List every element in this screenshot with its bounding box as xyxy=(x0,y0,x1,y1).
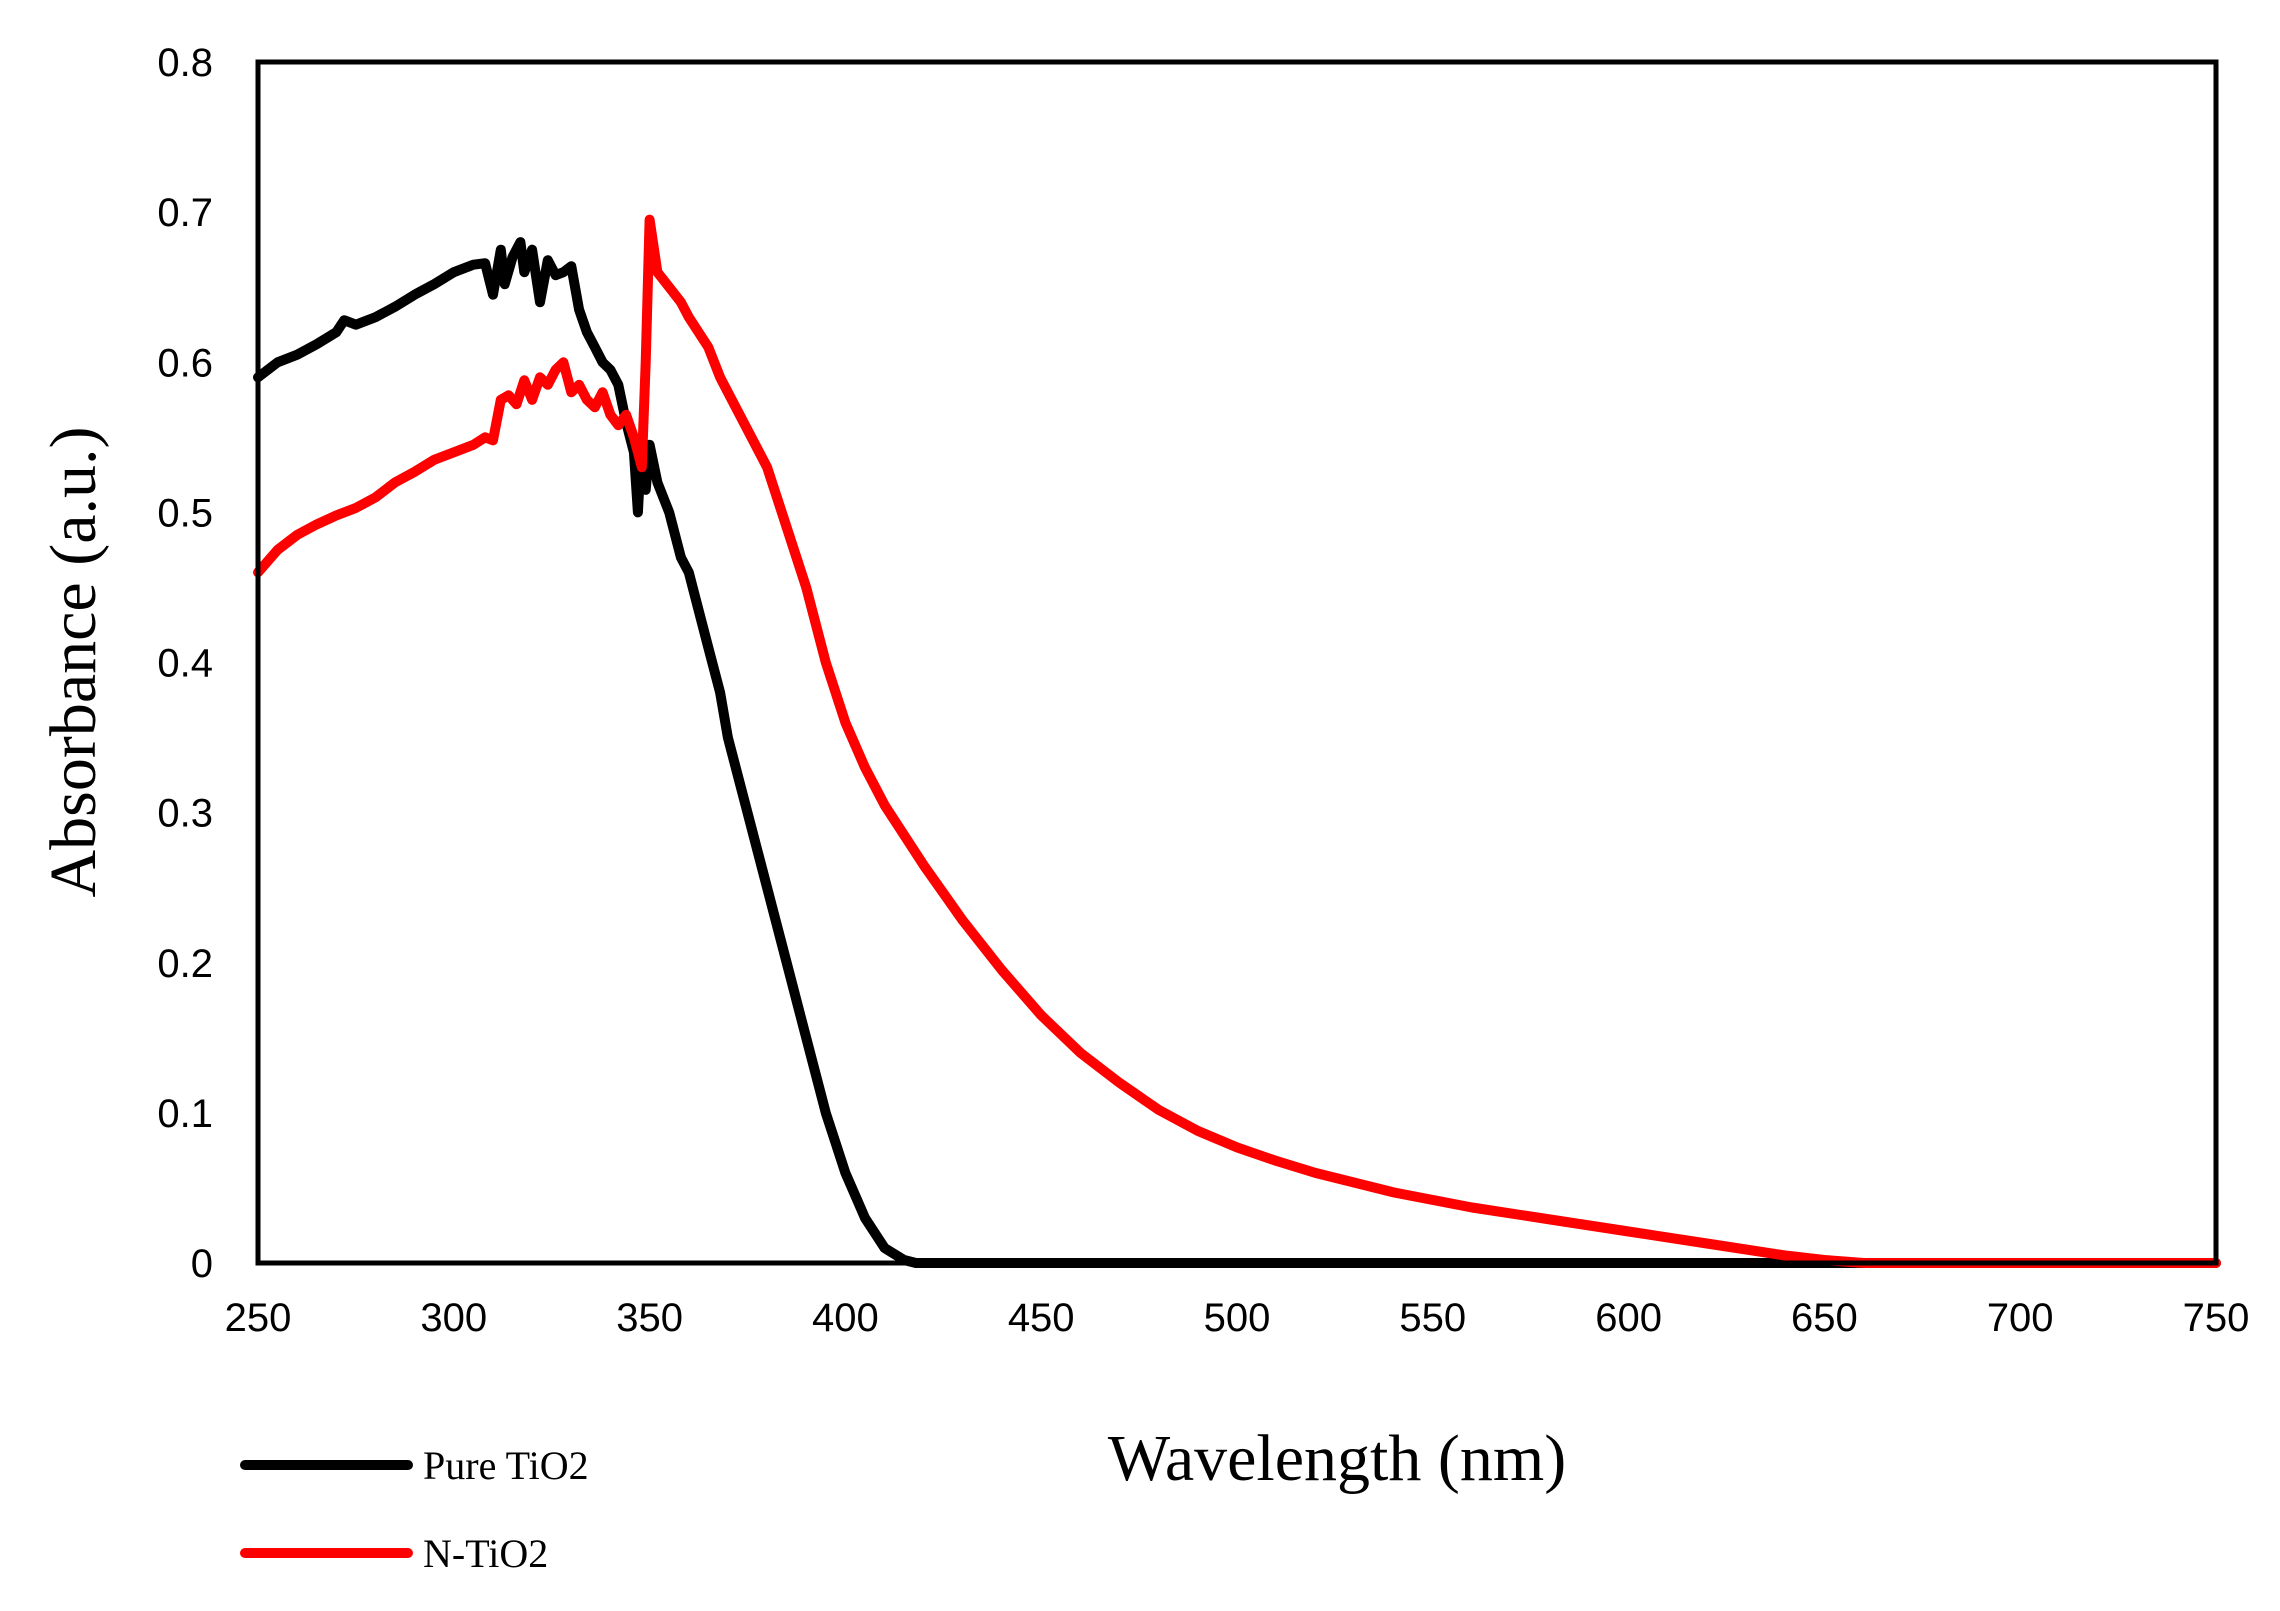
legend-label: Pure TiO2 xyxy=(423,1443,589,1488)
x-tick-label: 250 xyxy=(225,1296,292,1340)
y-tick-label: 0.4 xyxy=(157,642,213,686)
x-tick-label: 600 xyxy=(1595,1296,1662,1340)
x-tick-label: 400 xyxy=(812,1296,879,1340)
plot-frame xyxy=(255,59,2219,1266)
x-tick-label: 350 xyxy=(616,1296,683,1340)
x-tick-label: 650 xyxy=(1791,1296,1858,1340)
y-tick-labels: 0 0.1 0.2 0.3 0.4 0.5 0.6 0.7 0.8 xyxy=(157,41,213,1286)
x-tick-label: 700 xyxy=(1987,1296,2054,1340)
x-tick-label: 500 xyxy=(1204,1296,1271,1340)
y-tick-label: 0.6 xyxy=(157,341,213,385)
x-tick-label: 300 xyxy=(420,1296,487,1340)
x-tick-label: 450 xyxy=(1008,1296,1075,1340)
x-tick-labels: 250 300 350 400 450 500 550 600 650 700 750 xyxy=(225,1296,2250,1340)
y-tick-label: 0.2 xyxy=(157,942,213,986)
x-axis-title: Wavelength (nm) xyxy=(1108,1422,1566,1495)
series-line-pure-tio2 xyxy=(253,237,2221,1268)
y-tick-label: 0.7 xyxy=(157,191,213,235)
series-line-n-tio2 xyxy=(253,214,2221,1268)
y-tick-label: 0.3 xyxy=(157,792,213,836)
legend: Pure TiO2 N-TiO2 xyxy=(240,1443,589,1576)
y-axis-title: Absorbance (a.u.) xyxy=(37,427,110,898)
y-tick-label: 0.1 xyxy=(157,1092,213,1136)
legend-label: N-TiO2 xyxy=(423,1531,548,1576)
y-tick-label: 0.5 xyxy=(157,491,213,535)
y-tick-label: 0.8 xyxy=(157,41,213,85)
y-tick-label: 0 xyxy=(191,1242,213,1286)
series-layer xyxy=(253,214,2221,1268)
x-tick-label: 750 xyxy=(2183,1296,2250,1340)
x-tick-label: 550 xyxy=(1399,1296,1466,1340)
